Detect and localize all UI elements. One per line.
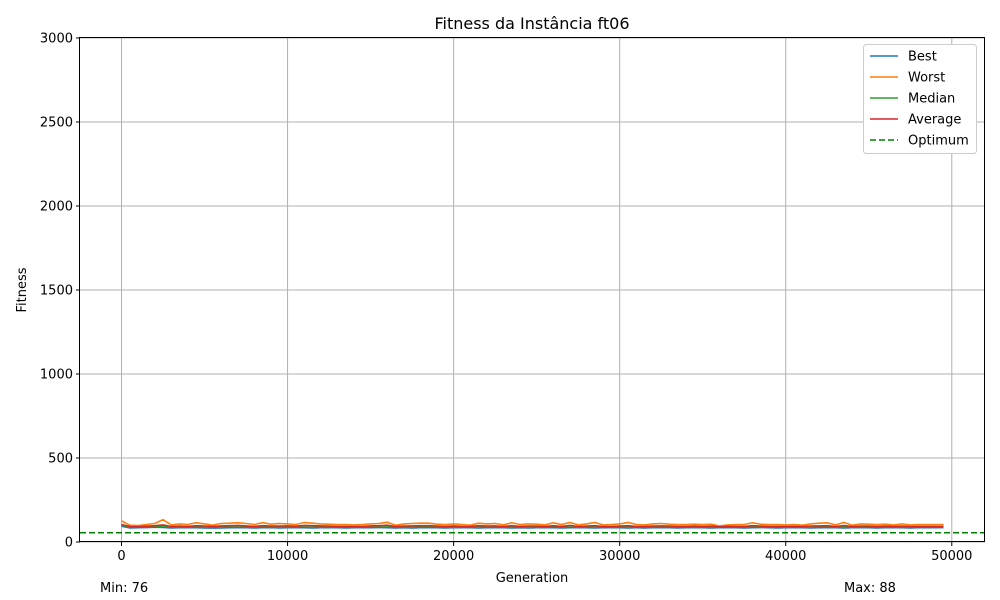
y-tick-label: 1000 (40, 368, 73, 383)
min-stat: Min: 76 (100, 581, 149, 596)
grid (80, 37, 985, 543)
legend-median-label: Median (908, 92, 955, 107)
x-axis-label: Generation (496, 571, 569, 586)
legend-average-label: Average (908, 113, 961, 128)
y-tick-label: 2500 (40, 116, 73, 131)
y-tick-label: 2000 (40, 200, 73, 215)
legend-best-label: Best (908, 50, 937, 65)
worst-line (121, 518, 944, 527)
x-tick-label: 10000 (267, 549, 308, 564)
max-stat: Max: 88 (844, 581, 896, 596)
y-axis-label: Fitness (15, 267, 30, 312)
best-line (121, 525, 944, 529)
x-tick-label: 50000 (931, 549, 972, 564)
legend-box (863, 44, 977, 154)
y-tick-label: 500 (48, 452, 73, 467)
y-tick-label: 1500 (40, 284, 73, 299)
average-line (121, 523, 944, 528)
y-tick-label: 3000 (40, 32, 73, 47)
x-tick-label: 20000 (433, 549, 474, 564)
y-tick-label: 0 (65, 536, 73, 551)
ticks: 0 10000 20000 30000 40000 50000 0 500 1000 1500 20… (40, 32, 973, 565)
chart-title: Fitness da Instância ft06 (434, 14, 629, 33)
x-tick-label: 0 (117, 549, 125, 564)
legend-worst-label: Worst (908, 71, 945, 86)
series-layer (80, 518, 985, 534)
legend-optimum-label: Optimum (908, 134, 969, 149)
legend: Best Worst Median Average Optimum (863, 44, 977, 154)
x-tick-label: 40000 (765, 549, 806, 564)
x-tick-label: 30000 (599, 549, 640, 564)
